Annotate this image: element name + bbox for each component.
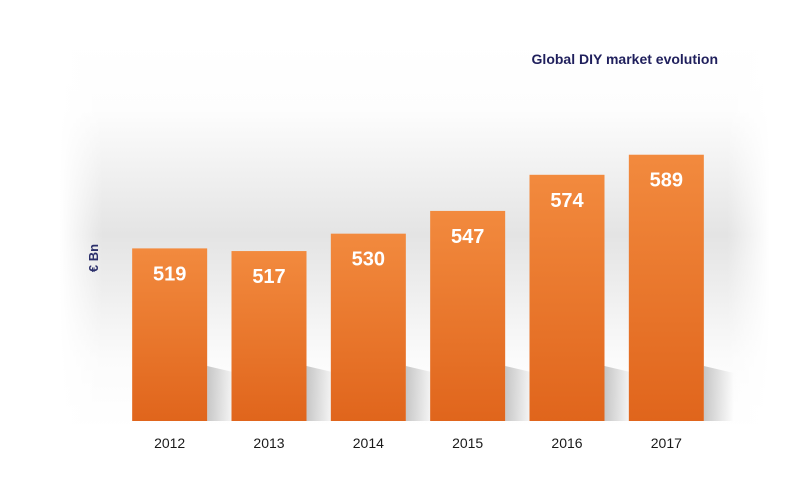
bar-shadows xyxy=(207,366,734,421)
bar-shadow xyxy=(505,366,536,421)
bar-2013 xyxy=(231,251,307,421)
x-tick-2014: 2014 xyxy=(353,435,384,451)
chart-title: Global DIY market evolution xyxy=(532,51,718,67)
bar-2017 xyxy=(628,154,704,421)
data-label-2014: 530 xyxy=(352,249,385,271)
bar-2015 xyxy=(430,210,506,421)
x-tick-2015: 2015 xyxy=(452,435,483,451)
x-axis-tick-labels: 2012 2013 2014 2015 2016 2017 xyxy=(154,435,682,451)
bar-shadow xyxy=(405,366,436,421)
x-tick-2012: 2012 xyxy=(154,435,185,451)
data-label-2013: 517 xyxy=(252,266,285,288)
bar-2014 xyxy=(330,233,406,421)
bar-labels: 519 517 530 547 574 589 xyxy=(153,170,683,288)
y-axis-label: € Bn xyxy=(86,244,101,272)
x-tick-2017: 2017 xyxy=(651,435,682,451)
bar-shadow xyxy=(604,366,635,421)
x-tick-2016: 2016 xyxy=(551,435,582,451)
bar-2016 xyxy=(529,174,605,421)
data-label-2015: 547 xyxy=(451,226,484,248)
data-label-2017: 589 xyxy=(650,170,683,192)
bar-shadow xyxy=(306,366,337,421)
bar-2012 xyxy=(132,248,208,421)
data-label-2012: 519 xyxy=(153,263,186,285)
bar-shadow xyxy=(207,366,238,421)
bars xyxy=(132,154,704,421)
x-tick-2013: 2013 xyxy=(253,435,284,451)
bar-shadow xyxy=(703,366,734,421)
data-label-2016: 574 xyxy=(550,190,584,212)
